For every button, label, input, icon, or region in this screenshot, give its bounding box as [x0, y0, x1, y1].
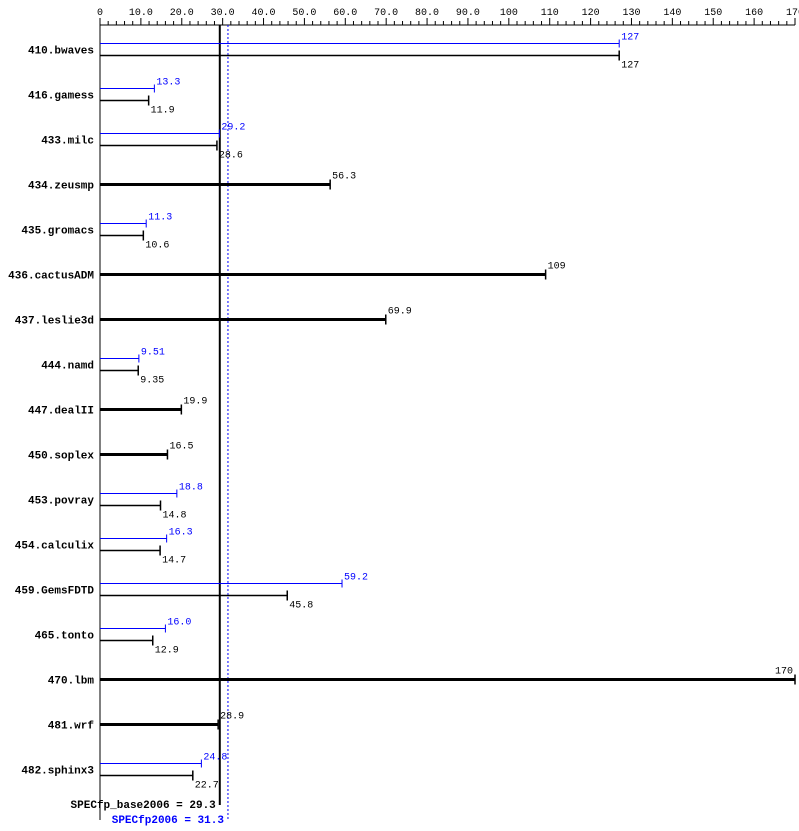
- base-value-label: 22.7: [195, 781, 219, 792]
- peak-value-label: 24.8: [203, 753, 227, 764]
- benchmark-label: 481.wrf: [48, 721, 95, 733]
- benchmark-label: 454.calculix: [15, 541, 95, 553]
- base-value-label: 69.9: [388, 307, 412, 318]
- peak-value-label: 16.3: [169, 528, 193, 539]
- base-value-label: 9.35: [140, 376, 164, 387]
- base-value-label: 56.3: [332, 172, 356, 183]
- peak-value-label: 16.0: [167, 618, 191, 629]
- axis-tick-label: 80.0: [415, 8, 439, 19]
- base-value-label: 28.6: [219, 151, 243, 162]
- benchmark-label: 450.soplex: [28, 451, 94, 463]
- summary-base-label: SPECfp_base2006 = 29.3: [71, 800, 217, 812]
- summary-peak-label: SPECfp2006 = 31.3: [112, 815, 225, 827]
- benchmark-label: 437.leslie3d: [15, 316, 94, 328]
- benchmark-label: 470.lbm: [48, 676, 95, 688]
- base-value-label: 11.9: [151, 106, 175, 117]
- benchmark-chart: 0 10.0 20.0 30.0 40.0 50.0 60.0 70.0 80.0 90.0 100…: [0, 0, 799, 831]
- peak-value-label: 18.8: [179, 483, 203, 494]
- axis-tick-label: 90.0: [456, 8, 480, 19]
- axis-tick-label: 150: [704, 8, 722, 19]
- axis-tick-label: 140: [663, 8, 681, 19]
- base-value-label: 170: [775, 667, 793, 678]
- base-value-label: 16.5: [169, 442, 193, 453]
- base-value-label: 12.9: [155, 646, 179, 657]
- axis-tick-label: 20.0: [170, 8, 194, 19]
- axis-tick-label: 70.0: [374, 8, 398, 19]
- peak-value-label: 29.2: [221, 123, 245, 134]
- axis-tick-label: 30.0: [211, 8, 235, 19]
- base-value-label: 109: [548, 262, 566, 273]
- peak-value-label: 127: [621, 33, 639, 44]
- benchmark-label: 459.GemsFDTD: [15, 586, 95, 598]
- benchmark-label: 410.bwaves: [28, 46, 94, 58]
- base-value-label: 10.6: [145, 241, 169, 252]
- benchmark-label: 433.milc: [41, 136, 94, 148]
- benchmark-label: 465.tonto: [35, 631, 95, 643]
- axis-tick-label: 130: [622, 8, 640, 19]
- benchmark-label: 447.dealII: [28, 406, 94, 418]
- peak-value-label: 13.3: [156, 78, 180, 89]
- base-value-label: 127: [621, 61, 639, 72]
- peak-value-label: 11.3: [148, 213, 172, 224]
- benchmark-label: 436.cactusADM: [8, 271, 94, 283]
- axis-tick-label: 160: [745, 8, 763, 19]
- axis-tick-label: 170: [786, 8, 799, 19]
- axis-tick-label: 0: [97, 8, 103, 19]
- benchmark-label: 435.gromacs: [21, 226, 94, 238]
- axis-tick-label: 120: [582, 8, 600, 19]
- benchmark-label: 444.namd: [41, 361, 94, 373]
- axis-tick-label: 10.0: [129, 8, 153, 19]
- peak-value-label: 59.2: [344, 573, 368, 584]
- benchmark-label: 434.zeusmp: [28, 181, 94, 193]
- base-value-label: 28.9: [220, 712, 244, 723]
- benchmark-label: 416.gamess: [28, 91, 94, 103]
- axis-tick-label: 40.0: [252, 8, 276, 19]
- base-value-label: 14.8: [163, 511, 187, 522]
- axis-tick-label: 50.0: [292, 8, 316, 19]
- base-value-label: 19.9: [183, 397, 207, 408]
- axis-tick-label: 110: [541, 8, 559, 19]
- axis-tick-label: 60.0: [333, 8, 357, 19]
- base-value-label: 45.8: [289, 601, 313, 612]
- axis-tick-label: 100: [500, 8, 518, 19]
- base-value-label: 14.7: [162, 556, 186, 567]
- benchmark-label: 453.povray: [28, 496, 94, 508]
- peak-value-label: 9.51: [141, 348, 165, 359]
- benchmark-label: 482.sphinx3: [21, 766, 94, 778]
